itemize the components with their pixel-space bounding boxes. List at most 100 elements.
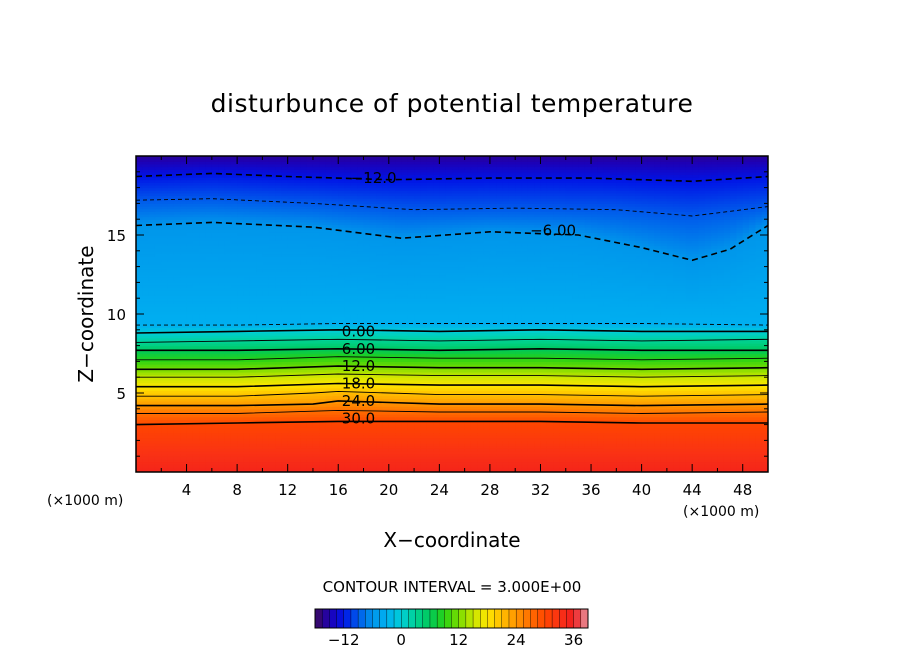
field-cell	[237, 435, 245, 439]
field-cell	[426, 379, 434, 384]
field-cell	[572, 340, 579, 344]
field-cell	[294, 461, 301, 465]
field-cell	[603, 408, 611, 413]
field-cell	[211, 408, 219, 413]
field-cell	[306, 374, 314, 378]
field-cell	[154, 398, 162, 402]
field-cell	[515, 379, 523, 384]
field-cell	[407, 364, 415, 368]
field-cell	[414, 411, 421, 415]
field-cell	[319, 464, 327, 468]
field-cell	[420, 393, 428, 397]
field-cell	[287, 411, 295, 415]
field-cell	[275, 416, 282, 420]
field-cell	[338, 356, 346, 360]
field-cell	[698, 377, 706, 381]
field-cell	[641, 398, 649, 402]
field-cell	[192, 416, 200, 420]
field-cell	[319, 377, 327, 381]
field-cell	[414, 445, 421, 449]
field-cell	[622, 448, 630, 452]
field-cell	[572, 424, 579, 428]
field-cell	[331, 432, 339, 436]
field-cell	[508, 414, 516, 418]
field-cell	[610, 369, 617, 373]
field-cell	[325, 348, 333, 352]
field-cell	[464, 411, 472, 415]
field-cell	[540, 456, 548, 460]
field-cell	[281, 411, 289, 415]
field-cell	[357, 443, 365, 447]
field-cell	[616, 358, 624, 362]
field-cell	[660, 382, 668, 386]
field-cell	[470, 445, 478, 449]
field-cell	[730, 445, 737, 449]
field-cell	[584, 427, 592, 431]
field-cell	[521, 456, 529, 460]
field-cell	[142, 419, 150, 423]
field-cell	[211, 435, 219, 439]
field-cell	[186, 443, 194, 447]
field-cell	[647, 393, 655, 397]
field-cell	[515, 464, 523, 468]
field-cell	[591, 364, 598, 368]
field-cell	[698, 398, 706, 402]
field-cell	[363, 461, 371, 465]
field-cell	[142, 440, 150, 444]
field-cell	[635, 350, 643, 355]
field-cell	[584, 379, 592, 384]
field-cell	[584, 440, 592, 444]
field-cell	[730, 398, 737, 402]
field-cell	[136, 369, 143, 373]
field-cell	[464, 385, 472, 389]
field-cell	[483, 395, 491, 399]
field-cell	[692, 371, 700, 376]
field-cell	[736, 416, 744, 420]
field-cell	[628, 450, 636, 455]
field-cell	[603, 379, 611, 384]
field-cell	[483, 364, 491, 368]
field-cell	[717, 414, 725, 418]
field-cell	[357, 424, 365, 428]
field-cell	[489, 458, 497, 463]
field-cell	[382, 393, 390, 397]
field-cell	[470, 406, 478, 410]
field-cell	[470, 448, 478, 452]
field-cell	[350, 466, 358, 470]
field-cell	[654, 395, 662, 399]
field-cell	[294, 406, 301, 410]
field-cell	[287, 358, 295, 362]
field-cell	[205, 400, 213, 405]
field-cell	[136, 453, 143, 457]
field-cell	[357, 374, 365, 378]
field-cell	[154, 408, 162, 413]
field-cell	[369, 466, 377, 470]
field-cell	[755, 453, 763, 457]
field-cell	[262, 440, 270, 444]
field-cell	[458, 437, 466, 441]
field-cell	[249, 440, 257, 444]
field-cell	[262, 340, 270, 344]
field-cell	[161, 435, 169, 439]
field-cell	[445, 456, 453, 460]
field-cell	[287, 369, 295, 373]
field-cell	[180, 379, 188, 384]
field-cell	[704, 364, 712, 368]
field-cell	[679, 406, 687, 410]
field-cell	[515, 421, 523, 426]
field-cell	[363, 393, 371, 397]
field-cell	[433, 429, 440, 434]
field-cell	[243, 461, 251, 465]
field-cell	[136, 443, 143, 447]
field-cell	[300, 385, 308, 389]
field-cell	[433, 379, 440, 384]
field-cell	[275, 427, 282, 431]
field-cell	[376, 464, 384, 468]
field-cell	[458, 440, 466, 444]
field-cell	[723, 361, 731, 365]
field-cell	[154, 424, 162, 428]
field-cell	[136, 429, 143, 434]
field-cell	[496, 450, 504, 455]
field-cell	[641, 364, 649, 368]
field-cell	[673, 400, 681, 405]
